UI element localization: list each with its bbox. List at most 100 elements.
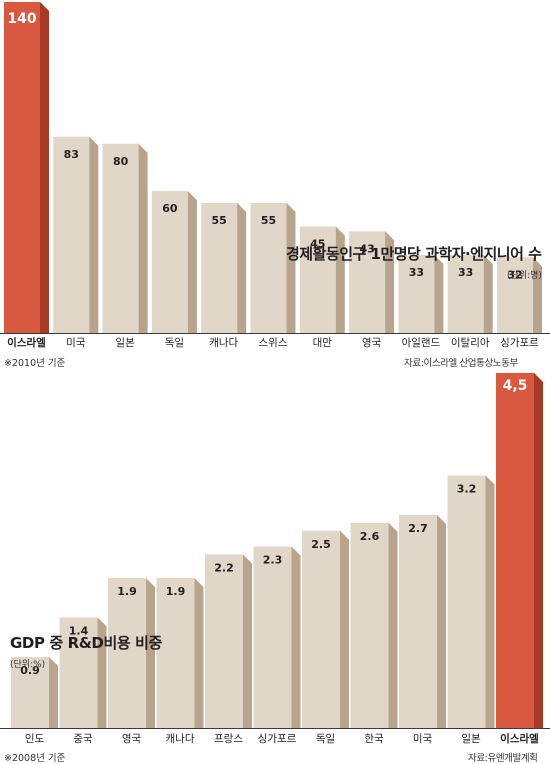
bar-side bbox=[340, 530, 349, 728]
bar-front bbox=[102, 143, 139, 333]
bar-side bbox=[97, 617, 107, 728]
category-label: 영국 bbox=[122, 733, 142, 745]
bar bbox=[497, 257, 542, 333]
bar-front bbox=[350, 522, 389, 728]
bar-value-label: 60 bbox=[162, 202, 178, 215]
bar-value-label: 2.7 bbox=[408, 522, 428, 535]
category-label: 아일랜드 bbox=[402, 336, 441, 349]
chart-2-title: GDP 중 R&D비용 비중 bbox=[10, 634, 162, 652]
bar-value-label: 32 bbox=[507, 268, 522, 281]
bar-front bbox=[496, 373, 534, 728]
bar-value-label: 2.5 bbox=[311, 538, 331, 551]
bar-value-label: 2.3 bbox=[263, 554, 283, 567]
bar-front bbox=[156, 578, 195, 728]
bar bbox=[299, 226, 345, 333]
bar-value-label: 4,5 bbox=[503, 378, 528, 394]
bar-front bbox=[399, 515, 437, 728]
bar bbox=[53, 136, 99, 333]
chart-2-note: ※2008년 기준 bbox=[4, 753, 66, 764]
bar-front bbox=[447, 475, 486, 728]
category-label: 프랑스 bbox=[214, 733, 243, 745]
category-label: 대만 bbox=[313, 337, 333, 349]
bar-side bbox=[388, 522, 398, 728]
bar bbox=[205, 554, 252, 728]
category-label: 중국 bbox=[73, 733, 93, 745]
bar-front bbox=[349, 231, 386, 333]
chart-scientists-per-10k: 140 이스라엘 83 미국 80 일본 60 독일 55 캐나다 55 스위스 45 대만 43 영국 33 아… bbox=[0, 2, 550, 349]
bar-side bbox=[385, 231, 395, 333]
bar-value-label: 2.6 bbox=[360, 530, 380, 543]
bar-value-label: 45 bbox=[310, 238, 325, 251]
category-label: 싱가포르 bbox=[500, 337, 539, 349]
bar bbox=[302, 530, 349, 728]
bar-front bbox=[250, 202, 287, 333]
bar bbox=[11, 657, 58, 728]
bar-side bbox=[291, 546, 301, 728]
bar-value-label: 1.9 bbox=[117, 585, 137, 598]
bar-side bbox=[237, 202, 247, 333]
bar-value-label: 0.9 bbox=[20, 664, 40, 677]
bar-front bbox=[398, 254, 435, 333]
bar-side bbox=[194, 578, 204, 728]
bar-side bbox=[483, 254, 493, 333]
bar bbox=[447, 254, 493, 333]
bar bbox=[399, 515, 446, 728]
category-label: 캐나다 bbox=[166, 733, 195, 745]
chart-1-note: ※2010년 기준 bbox=[4, 358, 66, 369]
bar bbox=[496, 373, 543, 728]
category-label: 미국 bbox=[413, 733, 433, 745]
bar-side bbox=[187, 191, 197, 333]
bar-value-label: 55 bbox=[261, 214, 276, 227]
bar-side bbox=[89, 136, 99, 333]
bar-front bbox=[53, 136, 90, 333]
bar-front bbox=[4, 2, 40, 333]
bar-front bbox=[201, 202, 238, 333]
bar bbox=[350, 522, 398, 728]
bar-side bbox=[49, 657, 58, 728]
bar-side bbox=[146, 578, 155, 728]
bar-front bbox=[299, 226, 336, 333]
bar-front bbox=[497, 257, 533, 333]
bar bbox=[4, 2, 49, 333]
bar-value-label: 80 bbox=[113, 155, 129, 168]
chart-2-unit: (단위:%) bbox=[10, 660, 46, 670]
category-label: 이스라엘 bbox=[7, 336, 46, 349]
bar-front bbox=[205, 554, 243, 728]
bar-side bbox=[335, 226, 345, 333]
bar-value-label: 140 bbox=[7, 11, 36, 27]
bar-side bbox=[138, 143, 148, 333]
chart-1-title: 경제활동인구 1만명당 과학자·엔지니어 수 bbox=[286, 245, 542, 263]
bar bbox=[102, 143, 148, 333]
bar-value-label: 33 bbox=[458, 266, 473, 279]
bar-side bbox=[286, 202, 296, 333]
bar-front bbox=[253, 546, 292, 728]
chart-rnd-gdp-share: 0.9 인도 1.4 중국 1.9 영국 1.9 캐나다 2.2 프랑스 2.3 싱가포르 2.5 독일 2… bbox=[0, 373, 550, 745]
bar-value-label: 43 bbox=[359, 242, 374, 255]
bar-value-label: 33 bbox=[409, 266, 424, 279]
bar bbox=[349, 231, 395, 333]
chart-1-source: 자료:이스라엘 산업통상노동부 bbox=[404, 358, 518, 369]
category-label: 싱가포르 bbox=[258, 733, 297, 745]
bar-side bbox=[485, 475, 495, 728]
bar-side bbox=[243, 554, 252, 728]
bar-value-label: 83 bbox=[64, 148, 79, 161]
category-label: 영국 bbox=[362, 337, 382, 349]
bar-front bbox=[447, 254, 484, 333]
bar-value-label: 1.9 bbox=[166, 585, 186, 598]
bar bbox=[59, 617, 107, 728]
bar-front bbox=[302, 530, 340, 728]
bar bbox=[398, 254, 444, 333]
bar-side bbox=[437, 515, 446, 728]
category-label: 독일 bbox=[165, 336, 184, 349]
bar bbox=[201, 202, 247, 333]
category-label: 인도 bbox=[25, 733, 45, 745]
chart-1-unit: (단위:명) bbox=[507, 271, 542, 281]
category-label: 이스라엘 bbox=[500, 732, 539, 745]
bar bbox=[447, 475, 495, 728]
category-label: 미국 bbox=[66, 337, 86, 349]
category-label: 일본 bbox=[115, 336, 135, 349]
bar-side bbox=[534, 373, 543, 728]
bar bbox=[250, 202, 296, 333]
chart-2-source: 자료:유엔개발계획 bbox=[468, 753, 538, 764]
category-label: 이탈리아 bbox=[451, 336, 490, 349]
